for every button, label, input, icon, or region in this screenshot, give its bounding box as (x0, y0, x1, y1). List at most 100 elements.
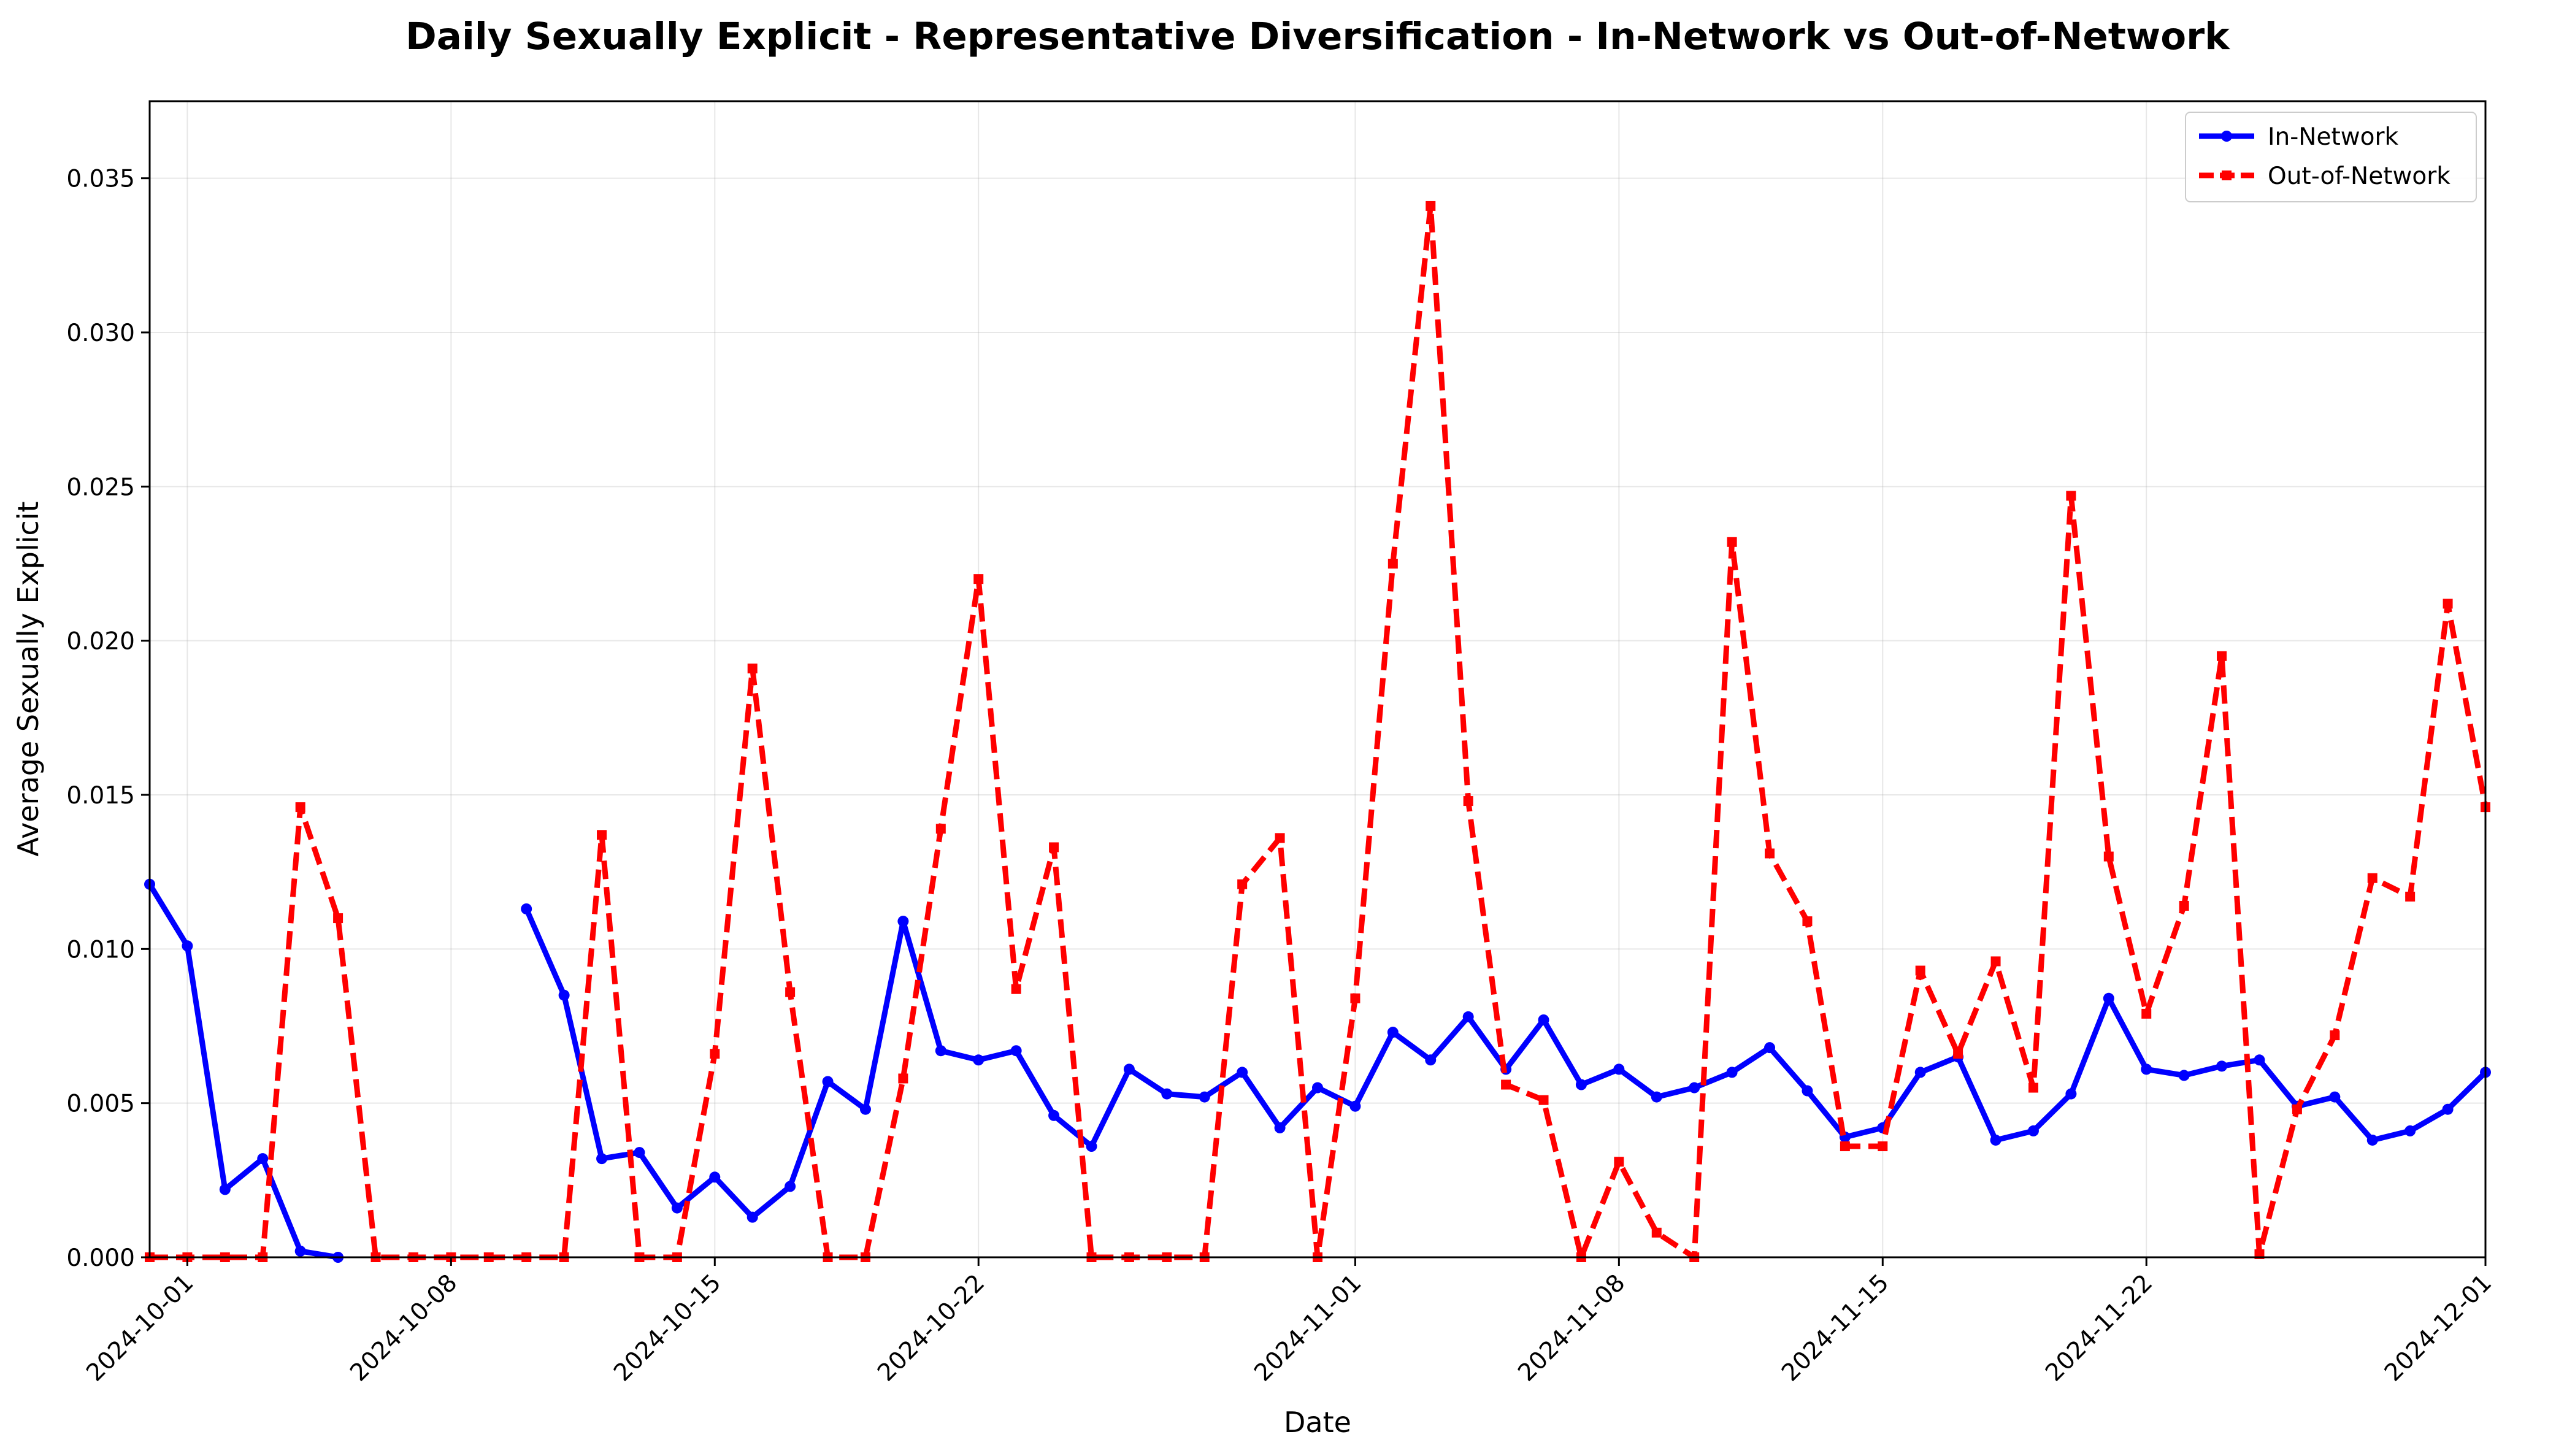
y-tick-label: 0.015 (66, 782, 135, 810)
data-point (2442, 1103, 2454, 1115)
data-point (1614, 1157, 1624, 1167)
data-point (1161, 1088, 1173, 1100)
data-point (2254, 1054, 2265, 1066)
data-point (709, 1171, 721, 1183)
data-point (1086, 1141, 1097, 1152)
plot-frame (148, 100, 2487, 1259)
data-point (1274, 1122, 1286, 1133)
y-tick-label: 0.035 (66, 166, 135, 193)
data-point (521, 903, 532, 914)
data-point (1426, 201, 1436, 211)
legend-box (2185, 112, 2477, 202)
data-point (1990, 956, 2001, 967)
data-point (2027, 1125, 2039, 1136)
data-point (1425, 1054, 1437, 1066)
data-point (1199, 1091, 1210, 1103)
data-point (1651, 1227, 1662, 1238)
x-axis-label: Date (1284, 1406, 1351, 1439)
data-point (1802, 1085, 1813, 1097)
data-point (1011, 984, 1021, 994)
data-point (785, 987, 796, 997)
data-point (1840, 1141, 1850, 1152)
data-point (1387, 559, 1398, 569)
y-tick-label: 0.030 (66, 320, 135, 347)
data-point (182, 940, 193, 952)
data-point (710, 1049, 720, 1059)
data-point (219, 1184, 231, 1195)
data-point (1049, 842, 1059, 853)
data-point (1689, 1082, 1700, 1094)
data-point (2217, 651, 2227, 661)
data-point (2329, 1091, 2341, 1103)
data-point (898, 1073, 908, 1084)
data-point (1802, 916, 1813, 927)
data-point (1123, 1063, 1135, 1075)
y-tick-label: 0.020 (66, 628, 135, 656)
data-point (2028, 1082, 2038, 1093)
data-point (596, 1153, 608, 1165)
data-point (1010, 1045, 1022, 1057)
y-tick-label: 0.025 (66, 473, 135, 501)
data-point (2178, 1070, 2190, 1081)
data-point (859, 1103, 871, 1115)
data-point (1727, 537, 1737, 547)
data-point (1048, 1109, 1060, 1121)
data-point (597, 830, 607, 840)
data-point (1726, 1067, 1738, 1078)
legend-marker (2222, 171, 2232, 180)
data-point (746, 1211, 758, 1223)
data-point (1237, 879, 1248, 889)
y-tick-label: 0.010 (66, 936, 135, 964)
data-point (257, 1153, 269, 1165)
data-point (1538, 1014, 1549, 1025)
data-point (1915, 965, 1925, 976)
y-axis-label: Average Sexually Explicit (12, 501, 45, 856)
data-point (2443, 599, 2453, 609)
data-point (1312, 1082, 1323, 1094)
data-point (1349, 1100, 1361, 1112)
y-tick-label: 0.005 (66, 1090, 135, 1118)
data-point (1501, 1079, 1511, 1090)
data-point (1538, 1095, 1549, 1105)
data-point (2367, 873, 2378, 883)
data-point (2103, 992, 2114, 1004)
data-point (2292, 1104, 2302, 1114)
data-point (295, 802, 305, 813)
data-point (1237, 1067, 1248, 1078)
data-point (1953, 1049, 1963, 1059)
data-point (935, 824, 946, 834)
data-point (935, 1045, 946, 1057)
data-point (2330, 1030, 2340, 1041)
data-point (2216, 1060, 2228, 1072)
series-in-network (144, 878, 2491, 1263)
data-point (1765, 848, 1775, 859)
data-point (558, 989, 570, 1001)
data-point (634, 1147, 645, 1159)
data-point (2404, 1125, 2416, 1136)
y-tick-label: 0.000 (66, 1244, 135, 1272)
legend: In-Network Out-of-Network (2185, 112, 2477, 202)
data-point (822, 1076, 834, 1087)
data-point (1990, 1134, 2001, 1146)
data-point (1878, 1141, 1888, 1152)
data-point (2141, 1008, 2152, 1019)
series-line (147, 883, 339, 1260)
data-point (2066, 491, 2076, 501)
data-point (1462, 1011, 1474, 1022)
data-point (2065, 1088, 2077, 1100)
data-point (973, 1054, 984, 1066)
data-point (1463, 796, 1473, 807)
data-point (897, 916, 909, 927)
chart-title: Daily Sexually Explicit - Representative… (405, 15, 2230, 58)
data-point (333, 913, 343, 924)
data-point (1387, 1027, 1399, 1038)
data-point (1651, 1091, 1662, 1103)
data-point (1350, 993, 1361, 1003)
data-point (2179, 900, 2189, 911)
data-point (1764, 1042, 1776, 1054)
data-point (747, 663, 758, 673)
legend-label: In-Network (2268, 123, 2399, 151)
data-point (1275, 833, 1285, 843)
data-point (1613, 1063, 1625, 1075)
